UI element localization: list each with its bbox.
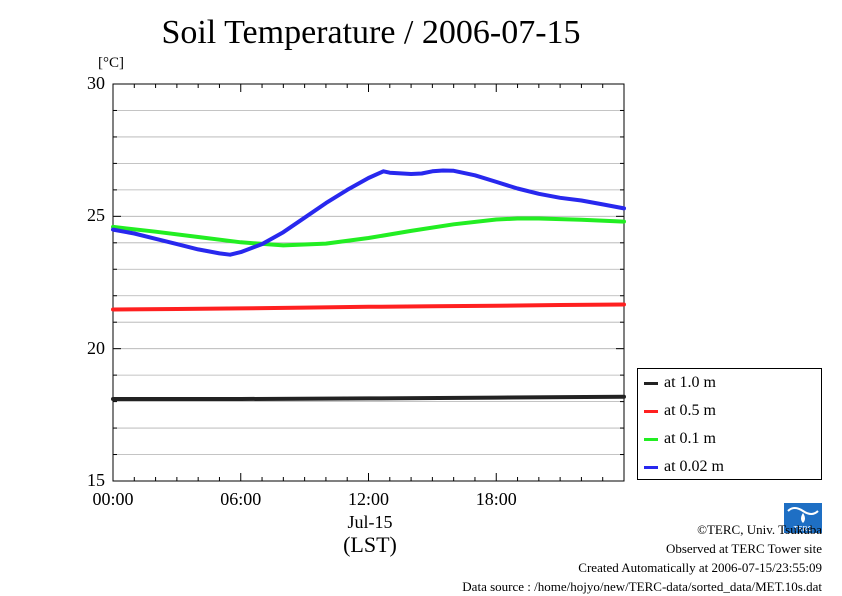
legend-swatch-0-02m bbox=[644, 465, 658, 469]
credit-observed: Observed at TERC Tower site bbox=[665, 541, 822, 556]
legend-label-0-5m: at 0.5 m bbox=[664, 402, 716, 419]
series-line-0 bbox=[111, 394, 626, 401]
y-tick-label: 15 bbox=[87, 470, 105, 490]
y-tick-label: 25 bbox=[87, 205, 105, 226]
series-layer bbox=[111, 168, 626, 401]
legend-swatch-0-1m bbox=[644, 437, 658, 441]
grid-lines bbox=[112, 83, 625, 482]
legend-item-0-1m: at 0.1 m bbox=[644, 429, 716, 449]
chart-title: Soil Temperature / 2006-07-15 bbox=[161, 14, 581, 51]
date-label: Jul-15 bbox=[347, 512, 393, 532]
legend-item-1m: at 1.0 m bbox=[644, 373, 716, 393]
y-axis-unit: [°C] bbox=[98, 55, 124, 71]
x-tick-label: 18:00 bbox=[475, 489, 517, 509]
legend-label-1m: at 1.0 m bbox=[664, 374, 716, 391]
legend-label-0-1m: at 0.1 m bbox=[664, 430, 716, 447]
legend-label-0-02m: at 0.02 m bbox=[664, 458, 724, 475]
series-line-3 bbox=[111, 168, 626, 257]
series-line-2 bbox=[111, 216, 626, 248]
legend: at 1.0 m at 0.5 m at 0.1 m at 0.02 m bbox=[637, 368, 822, 480]
legend-item-0-02m: at 0.02 m bbox=[644, 457, 724, 477]
terc-logo: TERC bbox=[784, 503, 822, 533]
y-tick-label: 30 bbox=[87, 73, 105, 93]
x-tick-label: 00:00 bbox=[92, 489, 134, 509]
x-tick-label: 12:00 bbox=[347, 489, 389, 509]
logo-text: TERC bbox=[793, 526, 812, 533]
legend-item-0-5m: at 0.5 m bbox=[644, 401, 716, 421]
x-axis-label: (LST) bbox=[343, 532, 397, 557]
credit-created: Created Automatically at 2006-07-15/23:5… bbox=[578, 560, 822, 575]
legend-swatch-1m bbox=[644, 381, 658, 385]
credit-source: Data source : /home/hojyo/new/TERC-data/… bbox=[462, 579, 822, 594]
series-line-1 bbox=[111, 302, 626, 312]
plot-frame bbox=[112, 83, 625, 482]
x-tick-label: 06:00 bbox=[220, 489, 262, 509]
credit-copyright: ©TERC, Univ. Tsukuba bbox=[697, 522, 822, 537]
legend-swatch-0-5m bbox=[644, 409, 658, 413]
credits: ©TERC, Univ. Tsukuba Observed at TERC To… bbox=[462, 520, 822, 596]
y-tick-label: 20 bbox=[87, 337, 105, 358]
